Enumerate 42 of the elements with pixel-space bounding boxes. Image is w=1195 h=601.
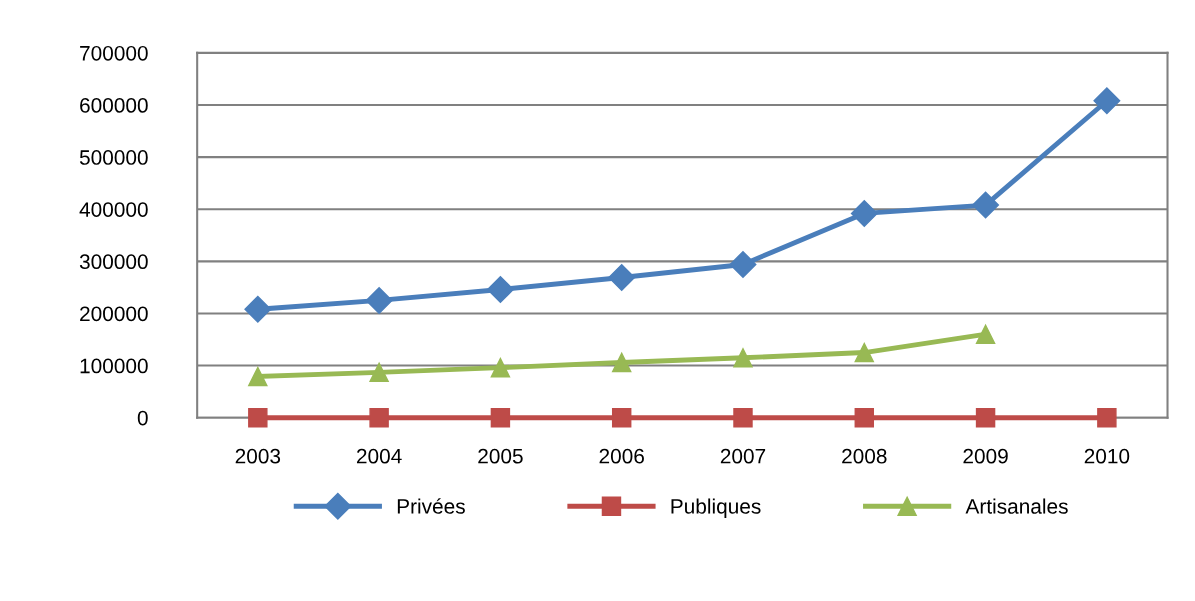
point <box>611 407 632 428</box>
point <box>850 199 878 227</box>
x-tick-label: 2009 <box>963 448 1008 464</box>
point <box>490 407 511 428</box>
y-tick-label: 700000 <box>80 45 148 61</box>
x-tick-label: 2003 <box>235 448 281 464</box>
y-tick-label: 400000 <box>79 202 148 217</box>
point <box>972 191 1000 219</box>
legend-label: Publiques <box>671 498 761 518</box>
point <box>369 407 389 428</box>
point <box>365 286 393 314</box>
x-tick-label: 2010 <box>1084 448 1130 464</box>
point <box>244 295 272 323</box>
y-tick-label: 300000 <box>79 254 148 270</box>
y-tick-label: 100000 <box>80 358 148 374</box>
x-tick-label: 2004 <box>356 448 402 464</box>
legend-label: Privées <box>397 498 465 514</box>
y-tick-label: 500000 <box>79 150 148 165</box>
x-tick-label: 2006 <box>599 448 644 464</box>
point <box>486 276 514 303</box>
point <box>1093 87 1121 115</box>
point <box>729 251 757 278</box>
point <box>611 352 632 373</box>
y-tick-label: 200000 <box>80 306 148 322</box>
point <box>733 407 753 428</box>
point <box>248 407 268 428</box>
x-tick-label: 2005 <box>478 448 523 464</box>
point <box>248 366 268 387</box>
x-tick-label: 2008 <box>842 448 887 464</box>
point <box>854 407 875 428</box>
point <box>1097 407 1117 428</box>
point <box>733 348 753 368</box>
point <box>975 324 996 345</box>
point <box>490 357 511 378</box>
point <box>975 407 996 428</box>
legend-label: Artisanales <box>965 498 1068 514</box>
x-tick-label: 2007 <box>720 448 766 464</box>
point <box>369 362 389 383</box>
point <box>608 264 636 291</box>
y-tick-label: 600000 <box>80 98 148 113</box>
y-tick-label: 0 <box>137 410 148 426</box>
point <box>854 342 875 363</box>
